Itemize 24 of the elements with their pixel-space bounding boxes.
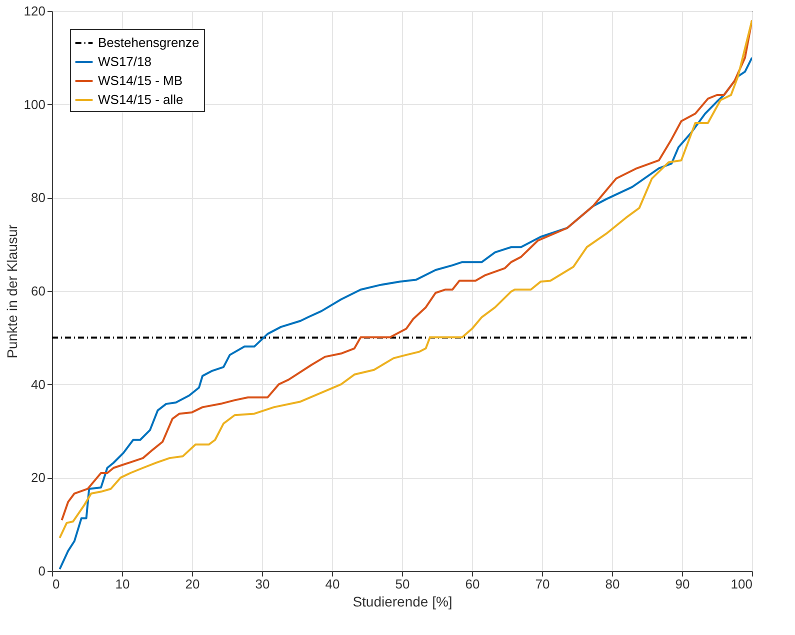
x-tick-label: 20 bbox=[185, 576, 200, 592]
x-tick-label: 100 bbox=[730, 576, 752, 592]
y-axis-title: Punkte in der Klausur bbox=[4, 224, 20, 358]
legend-label: WS14/15 - MB bbox=[98, 73, 183, 88]
legend-label: Bestehensgrenze bbox=[98, 35, 200, 50]
y-tick-label: 60 bbox=[31, 284, 46, 298]
x-tick-label: 70 bbox=[535, 576, 550, 592]
y-tick-label: 20 bbox=[31, 470, 46, 486]
x-tick-label: 60 bbox=[465, 576, 480, 592]
y-tick-label: 0 bbox=[38, 564, 46, 578]
y-tick-label: 100 bbox=[24, 96, 46, 112]
x-tick-label: 50 bbox=[395, 576, 410, 592]
x-tick-label: 30 bbox=[255, 576, 270, 592]
x-tick-label: 0 bbox=[52, 576, 60, 592]
x-tick-label: 10 bbox=[115, 576, 130, 592]
x-tick-label: 90 bbox=[675, 576, 690, 592]
legend-label: WS17/18 bbox=[98, 54, 152, 69]
y-tick-label: 80 bbox=[31, 190, 46, 206]
legend-label: WS14/15 - alle bbox=[98, 92, 184, 107]
y-tick-label: 120 bbox=[24, 4, 46, 18]
x-axis-title: Studierende [%] bbox=[352, 594, 452, 610]
y-tick-label: 40 bbox=[31, 376, 46, 392]
x-tick-label: 40 bbox=[325, 576, 340, 592]
x-tick-label: 80 bbox=[605, 576, 620, 592]
